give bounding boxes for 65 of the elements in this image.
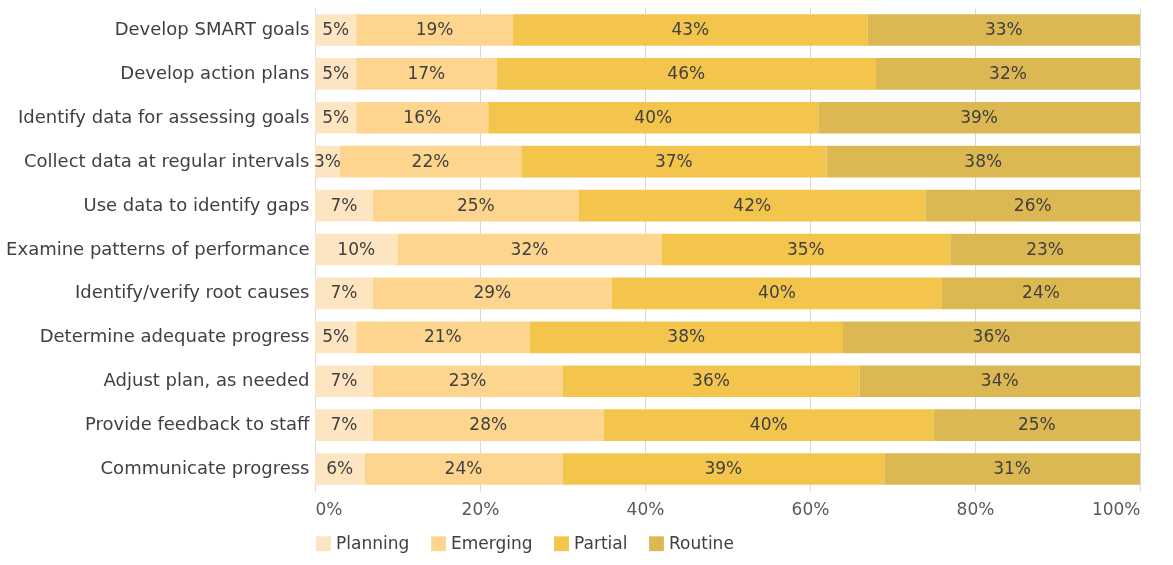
x-tick-label: 40% (626, 498, 665, 519)
y-tick-label: Identify data for assessing goals (18, 105, 310, 127)
data-label: 43% (671, 18, 710, 39)
data-label: 31% (993, 458, 1032, 479)
y-tick-label: Communicate progress (100, 457, 310, 479)
y-tick-label: Develop action plans (120, 61, 310, 83)
data-label: 22% (411, 150, 450, 171)
data-label: 17% (407, 62, 446, 83)
data-label: 5% (322, 106, 350, 127)
data-label: 23% (448, 370, 487, 391)
data-label: 25% (456, 194, 495, 215)
x-tick-label: 60% (791, 498, 830, 519)
data-label: 36% (972, 326, 1011, 347)
data-label: 37% (654, 150, 693, 171)
data-label: 16% (403, 106, 442, 127)
data-label: 38% (667, 326, 706, 347)
y-tick-label: Use data to identify gaps (83, 193, 310, 215)
data-label: 36% (692, 370, 730, 391)
data-label: 24% (1022, 282, 1060, 303)
data-label: 26% (1013, 194, 1052, 215)
y-tick-label: Provide feedback to staff (85, 413, 311, 435)
data-label: 42% (733, 194, 772, 215)
data-label: 40% (758, 282, 796, 303)
data-label: 10% (337, 238, 376, 259)
data-label: 24% (444, 458, 483, 479)
x-tick-label: 0% (315, 498, 343, 519)
data-label: 6% (326, 458, 354, 479)
data-label: 3% (313, 150, 341, 171)
data-label: 40% (749, 414, 788, 435)
data-label: 46% (667, 62, 706, 83)
data-label: 38% (964, 150, 1003, 171)
legend-label: Emerging (451, 532, 533, 553)
legend-label: Planning (336, 532, 410, 553)
data-label: 5% (322, 18, 350, 39)
data-label: 5% (322, 62, 350, 83)
y-tick-label: Determine adequate progress (39, 325, 310, 347)
y-tick-label: Examine patterns of performance (6, 237, 310, 259)
data-label: 7% (330, 370, 358, 391)
data-label: 32% (510, 238, 549, 259)
data-label: 7% (330, 194, 358, 215)
data-label: 19% (415, 18, 454, 39)
data-label: 5% (322, 326, 350, 347)
x-tick-label: 100% (1091, 498, 1141, 519)
legend-label: Routine (669, 532, 734, 553)
data-label: 7% (330, 282, 358, 303)
data-label: 33% (984, 18, 1023, 39)
data-label: 29% (473, 282, 512, 303)
data-label: 25% (1017, 414, 1056, 435)
data-label: 34% (980, 370, 1019, 391)
x-tick-label: 80% (956, 498, 995, 519)
y-tick-label: Identify/verify root causes (74, 281, 310, 303)
data-label: 28% (469, 414, 508, 435)
legend-label: Partial (574, 532, 628, 553)
data-label: 40% (634, 106, 673, 127)
y-tick-label: Develop SMART goals (114, 17, 310, 39)
data-label: 23% (1026, 238, 1065, 259)
data-label: 35% (786, 238, 825, 259)
data-label: 39% (704, 458, 743, 479)
data-label: 39% (960, 106, 999, 127)
data-label: 7% (330, 414, 358, 435)
y-tick-label: Adjust plan, as needed (103, 369, 310, 391)
y-tick-label: Collect data at regular intervals (24, 149, 310, 171)
data-label: 32% (989, 62, 1027, 83)
x-tick-label: 20% (461, 498, 500, 519)
data-label: 21% (423, 326, 462, 347)
